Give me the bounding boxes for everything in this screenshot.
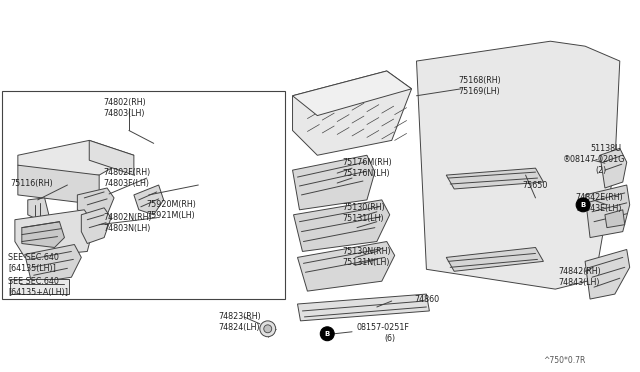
Text: 74803F(LH): 74803F(LH)	[103, 179, 149, 187]
Text: 75920M(RH): 75920M(RH)	[147, 201, 196, 209]
Circle shape	[320, 327, 334, 341]
Polygon shape	[585, 185, 630, 238]
Text: 74842(RH): 74842(RH)	[558, 267, 601, 276]
Text: B: B	[580, 202, 586, 208]
Circle shape	[264, 325, 272, 333]
Text: ®08147-0201G: ®08147-0201G	[563, 155, 626, 164]
Polygon shape	[25, 244, 81, 283]
Text: 75921M(LH): 75921M(LH)	[147, 211, 195, 220]
Text: 75650: 75650	[523, 180, 548, 189]
Text: 74803N(LH): 74803N(LH)	[103, 224, 150, 233]
Text: 75116(RH): 75116(RH)	[10, 179, 52, 187]
Text: ^750*0.7R: ^750*0.7R	[543, 356, 586, 365]
Polygon shape	[292, 155, 375, 210]
Polygon shape	[446, 247, 543, 271]
Text: [64135(LH)]: [64135(LH)]	[8, 264, 56, 273]
Text: 75176M(RH): 75176M(RH)	[342, 158, 392, 167]
Bar	[2, 91, 285, 299]
Text: 75176N(LH): 75176N(LH)	[342, 169, 390, 177]
Polygon shape	[10, 279, 69, 294]
Text: 75168(RH): 75168(RH)	[458, 76, 501, 86]
Text: [64135+A(LH)]: [64135+A(LH)]	[8, 288, 68, 296]
Text: 74803(LH): 74803(LH)	[103, 109, 145, 118]
Text: 74842E(RH): 74842E(RH)	[575, 193, 623, 202]
Text: 74843(LH): 74843(LH)	[558, 278, 600, 287]
Text: 75131N(LH): 75131N(LH)	[342, 258, 390, 267]
Polygon shape	[89, 140, 134, 175]
Polygon shape	[22, 222, 65, 247]
Text: 74802N(RH): 74802N(RH)	[103, 213, 152, 222]
Text: 75130N(RH): 75130N(RH)	[342, 247, 391, 256]
Text: 75130(RH): 75130(RH)	[342, 203, 385, 212]
Text: (2): (2)	[595, 166, 606, 174]
Polygon shape	[77, 188, 114, 220]
Text: (6): (6)	[385, 334, 396, 343]
Text: 74823(RH): 74823(RH)	[218, 312, 261, 321]
Polygon shape	[294, 200, 390, 251]
Text: 74824(LH): 74824(LH)	[218, 323, 260, 332]
Polygon shape	[446, 168, 543, 189]
Text: 51138U: 51138U	[590, 144, 621, 153]
Polygon shape	[600, 148, 627, 188]
Polygon shape	[15, 210, 94, 257]
Text: B: B	[324, 331, 330, 337]
Circle shape	[576, 198, 590, 212]
Polygon shape	[18, 140, 134, 180]
Polygon shape	[298, 294, 429, 321]
Polygon shape	[585, 250, 630, 299]
Circle shape	[260, 321, 276, 337]
Text: 74802F(RH): 74802F(RH)	[103, 168, 150, 177]
Polygon shape	[28, 198, 49, 222]
Polygon shape	[417, 41, 620, 289]
Text: 08157-0251F: 08157-0251F	[357, 323, 410, 332]
Polygon shape	[605, 210, 625, 228]
Polygon shape	[134, 185, 164, 215]
Text: 75169(LH): 75169(LH)	[458, 87, 500, 96]
Polygon shape	[81, 208, 111, 244]
Polygon shape	[292, 71, 412, 155]
Text: 74860: 74860	[415, 295, 440, 304]
Polygon shape	[18, 165, 99, 205]
Text: 74802(RH): 74802(RH)	[103, 98, 146, 107]
Polygon shape	[298, 241, 395, 291]
Text: 74843E(LH): 74843E(LH)	[575, 204, 621, 213]
Text: SEE SEC.640: SEE SEC.640	[8, 277, 59, 286]
Text: 75131(LH): 75131(LH)	[342, 214, 384, 223]
Text: SEE SEC.640: SEE SEC.640	[8, 253, 59, 262]
Polygon shape	[292, 71, 412, 116]
